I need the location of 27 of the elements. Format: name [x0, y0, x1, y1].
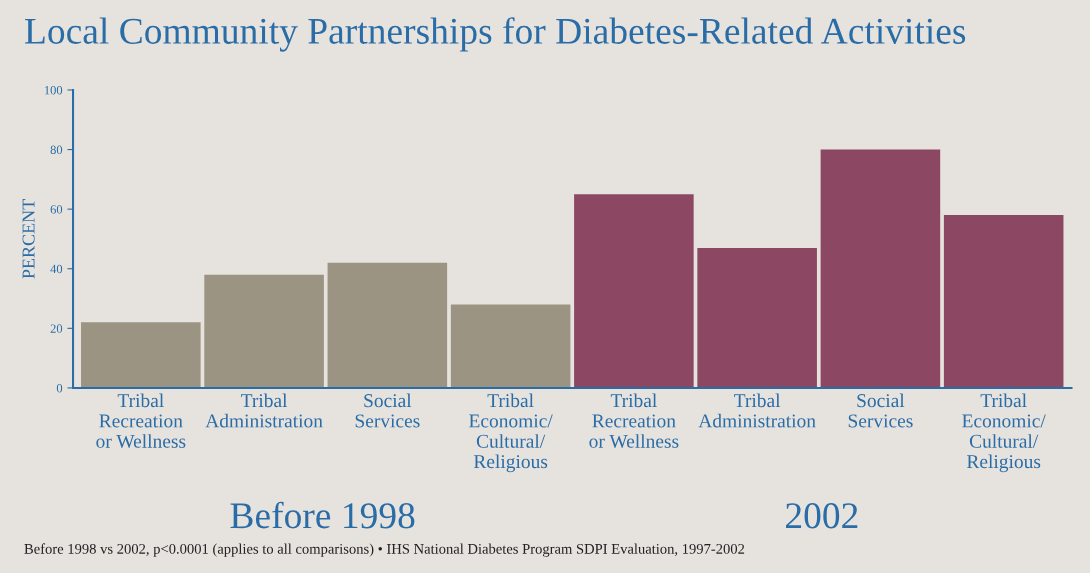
- x-tick-label: Tribal Recreation or Wellness: [589, 393, 679, 448]
- bar: [943, 215, 1064, 388]
- y-tick-label: 100: [44, 85, 63, 95]
- x-tick-label: Tribal Administration: [205, 393, 323, 428]
- bar: [327, 262, 448, 388]
- x-tick-label: Tribal Recreation or Wellness: [96, 393, 186, 448]
- chart-title: Local Community Partnerships for Diabetes-Related Activities: [25, 17, 966, 52]
- text: Before 1998: [230, 501, 415, 529]
- x-tick-label: Tribal Economic/ Cultural/ Religious: [469, 393, 553, 473]
- y-tick-label: 20: [50, 324, 63, 333]
- x-tick-label: Tribal Economic/ Cultural/ Religious: [962, 393, 1046, 473]
- text: 2002: [786, 503, 858, 529]
- bar: [204, 274, 324, 388]
- bar: [697, 247, 817, 388]
- bar: [820, 149, 941, 388]
- y-tick-label: 60: [50, 205, 63, 214]
- x-tick-label: Social Services: [848, 393, 913, 428]
- bar: [574, 194, 694, 388]
- x-tick-label: Social Services: [355, 393, 420, 428]
- y-tick-label: 40: [50, 264, 63, 274]
- text: Before 1998 vs 2002, p<0.0001 (applies to all comparisons) • IHS National Diabetes Program SDPI Evaluation, 1997-2002: [24, 543, 745, 557]
- y-tick-label: 0: [56, 383, 63, 393]
- x-tick-label: Tribal Administration: [698, 393, 816, 428]
- y-tick-label: 80: [50, 145, 63, 155]
- bar: [81, 322, 201, 388]
- bar: [450, 304, 571, 388]
- y-axis-title: PERCENT: [22, 199, 35, 279]
